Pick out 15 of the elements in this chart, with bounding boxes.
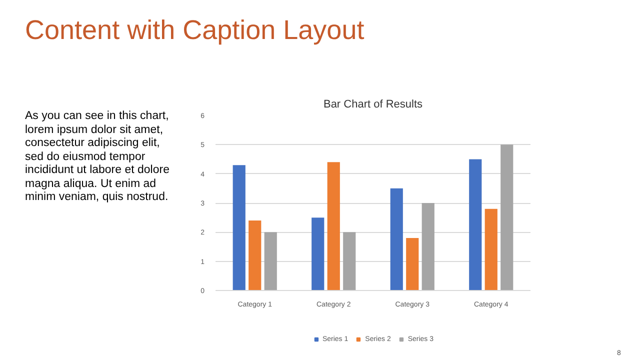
bar bbox=[484, 208, 498, 290]
text: Content with Caption Layout bbox=[25, 14, 364, 47]
bar bbox=[500, 144, 514, 290]
bar bbox=[248, 220, 262, 290]
text: As you can see in this chart, lorem ipsum dolor sit amet, consectetur adipiscing elit, sed do eiusmod tempor incididunt ut labore et dolore magna aliqua. Ut enim ad minim veniam, quis nostrud. bbox=[25, 110, 170, 204]
bar bbox=[422, 203, 434, 290]
bar bbox=[343, 232, 356, 290]
bar bbox=[390, 188, 403, 290]
bar bbox=[312, 218, 324, 290]
bar bbox=[469, 159, 482, 290]
bar bbox=[232, 165, 246, 290]
bar bbox=[406, 238, 419, 290]
bar bbox=[264, 232, 277, 290]
chart-title: Bar Chart of Results bbox=[323, 98, 424, 110]
bar bbox=[327, 162, 340, 290]
